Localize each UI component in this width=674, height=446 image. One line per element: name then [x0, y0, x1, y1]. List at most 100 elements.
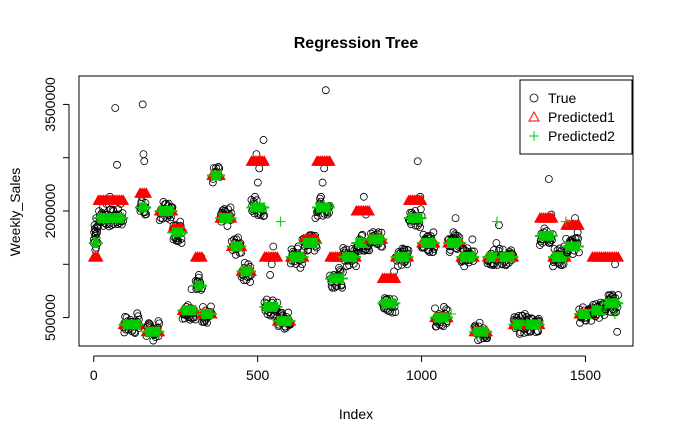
true-point [140, 157, 149, 166]
predicted1-point [91, 251, 104, 262]
predicted2-point [324, 202, 335, 213]
true-point [113, 160, 121, 169]
predicted2-point [482, 326, 493, 337]
true-point [451, 214, 460, 223]
predicted2-point [275, 216, 286, 227]
true-point [320, 164, 329, 173]
predicted2-point [259, 202, 270, 213]
predicted2-point [214, 170, 225, 181]
predicted2-point [92, 237, 103, 248]
true-point [253, 178, 262, 187]
predicted2-point [560, 252, 571, 263]
legend: True Predicted1 Predicted2 [519, 79, 633, 155]
predicted1-point [389, 272, 402, 283]
predicted2-point [285, 316, 296, 327]
true-point [429, 247, 438, 256]
predicted2-point [167, 206, 178, 216]
true-point [191, 315, 200, 324]
chart-title: Regression Tree [294, 35, 419, 52]
true-point [352, 262, 360, 271]
true-point [251, 192, 259, 201]
true-point [93, 228, 102, 237]
predicted2-point [298, 252, 309, 263]
true-point [492, 239, 501, 247]
predicted2-point [206, 309, 217, 320]
true-point [321, 86, 330, 95]
legend-label: Predicted1 [548, 109, 615, 125]
plot-frame [78, 75, 634, 347]
legend-label: True [548, 90, 576, 106]
true-point [318, 178, 327, 187]
predicted2-point [196, 280, 207, 291]
true-point [612, 308, 620, 317]
true-point [416, 223, 424, 232]
true-point [139, 150, 148, 159]
x-tick-label: 0 [90, 367, 98, 383]
predicted1-point [415, 194, 428, 205]
predicted2-point [547, 230, 558, 241]
predicted2-point [337, 273, 348, 284]
predicted2-point [298, 237, 309, 248]
true-point [266, 271, 275, 279]
true-point [259, 136, 268, 144]
y-tick-label: 3500000 [42, 77, 58, 132]
data-marks [87, 86, 625, 345]
predicted1-point [573, 219, 585, 230]
predicted2-point [154, 326, 165, 337]
true-point [335, 263, 343, 272]
predicted2-point [613, 298, 624, 309]
predicted1-point [140, 187, 153, 198]
x-axis-label: Index [339, 406, 373, 422]
true-point [114, 205, 123, 214]
true-point [429, 228, 438, 237]
predicted2-point [236, 241, 247, 252]
predicted1-point [271, 251, 284, 262]
true-point [269, 242, 278, 251]
predicted2-point [446, 309, 457, 320]
legend-triangle-icon [528, 110, 540, 122]
predicted2-point [469, 252, 480, 263]
predicted2-point [560, 216, 571, 227]
predicted2-point [177, 227, 188, 238]
predicted1-point [546, 212, 559, 223]
predicted2-point [272, 301, 283, 312]
true-point [413, 157, 422, 166]
true-point [138, 100, 147, 109]
legend-label: Predicted2 [548, 128, 615, 144]
true-point [194, 273, 203, 282]
predicted2-point [246, 266, 257, 277]
true-point [613, 327, 622, 336]
x-tick-label: 500 [246, 367, 270, 383]
predicted2-point [377, 234, 388, 245]
predicted2-point [573, 241, 584, 252]
true-point [359, 192, 368, 201]
predicted1-point [196, 251, 208, 262]
y-tick-label: 500000 [42, 294, 58, 341]
legend-plus-icon [529, 131, 539, 141]
true-point [440, 303, 448, 311]
axes: 0 500 1000 1500 500000 2000000 3500000 [42, 77, 601, 383]
predicted2-point [141, 202, 152, 213]
true-point [255, 164, 264, 173]
true-point [317, 192, 325, 201]
true-point [311, 214, 320, 223]
predicted2-point [226, 213, 237, 224]
true-point [177, 239, 186, 247]
predicted1-point [323, 155, 336, 166]
predicted2-point [508, 252, 519, 263]
true-point [544, 175, 553, 183]
true-point [240, 276, 248, 285]
predicted1-point [258, 155, 271, 166]
x-tick-label: 1500 [570, 367, 601, 383]
true-point [572, 233, 581, 242]
predicted2-point [190, 305, 201, 316]
predicted2-point [403, 252, 414, 263]
predicted2-point [311, 237, 322, 248]
true-point [246, 278, 255, 286]
predicted2-point [609, 309, 620, 320]
true-point [391, 308, 400, 316]
true-point [194, 271, 203, 279]
predicted1-point [612, 251, 625, 262]
true-point [296, 263, 305, 272]
